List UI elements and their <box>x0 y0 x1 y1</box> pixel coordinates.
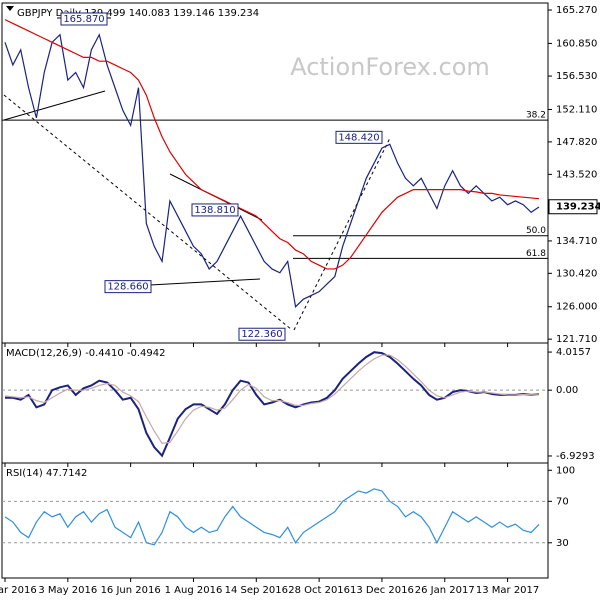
y-tick-label: 30 <box>556 538 569 549</box>
annotation-box <box>60 12 108 26</box>
fib-label: 38.2 <box>526 111 546 121</box>
annotation-label: 122.360 <box>241 329 282 340</box>
series-line <box>5 351 540 458</box>
last-price-label: 139.234 <box>556 202 600 213</box>
y-tick-label: 130.420 <box>556 268 597 279</box>
panel-title: RSI(14) 47.7142 <box>6 468 87 479</box>
annotation-label: 148.420 <box>338 132 379 143</box>
annotation-label: 165.870 <box>63 14 104 25</box>
menu-icon <box>6 6 14 11</box>
y-tick-label: 143.520 <box>556 169 597 180</box>
y-tick-label: 165.270 <box>556 5 597 16</box>
panel-frame <box>1 342 549 464</box>
y-tick-label: 4.0157 <box>556 347 591 358</box>
annotation-box <box>238 327 286 341</box>
x-tick-label: 14 Sep 2016 <box>225 585 288 596</box>
x-tick-label: 26 Jan 2017 <box>415 585 475 596</box>
x-tick-label: 18 Mar 2016 <box>0 585 37 596</box>
annotation-box <box>335 130 383 144</box>
y-tick-label: 121.710 <box>556 334 597 345</box>
annotation-box <box>104 280 152 294</box>
annotation-label: 128.660 <box>107 282 148 293</box>
x-tick-label: 28 Oct 2016 <box>288 585 350 596</box>
panel-title: MACD(12,26,9) -0.4410 -0.4942 <box>6 348 166 359</box>
y-tick-label: -6.9293 <box>556 451 595 462</box>
y-tick-label: 70 <box>556 496 569 507</box>
trend-line <box>293 137 391 331</box>
annotation-box <box>191 203 239 217</box>
x-tick-label: 13 Mar 2017 <box>476 585 539 596</box>
panel-title: GBPJPY Daily 139.499 140.083 139.146 139… <box>17 8 259 19</box>
x-tick-label: 1 Aug 2016 <box>165 585 223 596</box>
series-line <box>4 354 540 444</box>
y-tick-label: 126.000 <box>556 302 597 313</box>
x-tick-label: 3 May 2016 <box>38 585 97 596</box>
panel-frame <box>1 462 549 579</box>
y-tick-label: 147.820 <box>556 137 597 148</box>
x-tick-label: 13 Dec 2016 <box>350 585 414 596</box>
y-tick-label: 152.110 <box>556 104 597 115</box>
y-tick-label: 156.530 <box>556 71 597 82</box>
trend-line <box>3 90 106 121</box>
last-price-box <box>548 199 598 215</box>
annotation-label: 138.810 <box>194 205 235 216</box>
y-tick-label: 160.850 <box>556 38 597 49</box>
y-tick-label: 100 <box>556 465 575 476</box>
trend-line <box>149 278 261 286</box>
series-line <box>4 19 540 270</box>
fib-label: 61.8 <box>526 249 546 259</box>
watermark: ActionForex.com <box>290 53 490 81</box>
series-line <box>4 488 540 546</box>
trend-line <box>3 94 293 331</box>
y-tick-label: 0.00 <box>556 385 578 396</box>
x-tick-label: 16 Jun 2016 <box>101 585 161 596</box>
fib-label: 50.0 <box>526 226 546 236</box>
series-line <box>4 33 540 308</box>
y-tick-label: 134.710 <box>556 236 597 247</box>
